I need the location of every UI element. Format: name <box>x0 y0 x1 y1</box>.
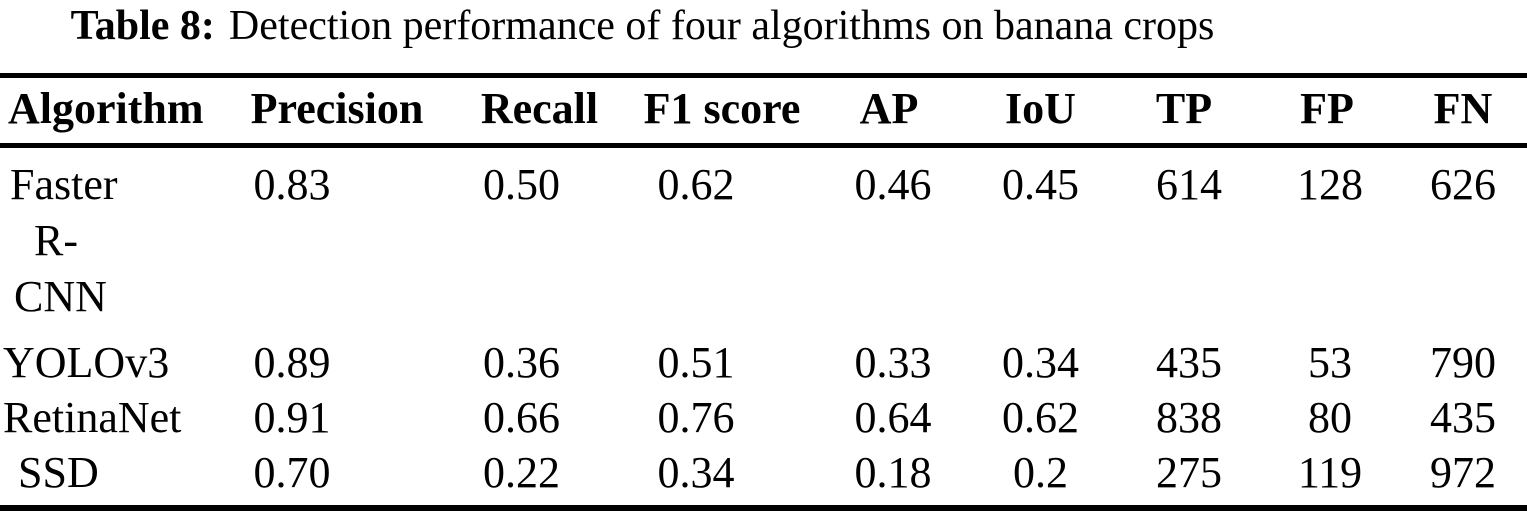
algorithm-name: SSD <box>18 448 99 497</box>
table-rule-header <box>0 143 1527 148</box>
cell-value: 0.45 <box>1002 160 1079 209</box>
column-header-iou: IoU <box>1005 84 1076 133</box>
cell-value: 0.62 <box>657 160 735 209</box>
cell-value: 0.50 <box>483 160 560 209</box>
cell-value: 0.89 <box>253 338 331 387</box>
cell-value: 0.83 <box>253 160 331 209</box>
algorithm-line: Faster <box>10 160 118 209</box>
cell-value: 119 <box>1297 448 1363 497</box>
cell-algorithm: YOLOv3 <box>0 335 229 390</box>
table-row: Faster R- CNN 0.83 0.50 0.62 0.46 0.45 6… <box>0 148 1527 335</box>
table-row: YOLOv3 0.89 0.36 0.51 0.33 0.34 435 53 7… <box>0 335 1527 390</box>
cell-value: 53 <box>1308 338 1352 387</box>
cell-value: 0.64 <box>854 393 932 442</box>
column-header-f1-score: F1 score <box>643 84 801 133</box>
cell-value: 0.51 <box>657 338 735 387</box>
algorithm-line: CNN <box>14 272 107 321</box>
algorithm-name: YOLOv3 <box>3 338 170 387</box>
cell-algorithm: SSD <box>0 445 229 505</box>
table-caption: Table 8: Detection performance of four al… <box>0 0 1285 52</box>
cell-value: 435 <box>1156 338 1222 387</box>
table-row: SSD 0.70 0.22 0.34 0.18 0.2 275 119 972 <box>0 445 1527 505</box>
table-rule-bottom <box>0 505 1527 511</box>
cell-value: 0.33 <box>854 338 932 387</box>
column-header-fp: FP <box>1300 84 1354 133</box>
cell-value: 0.76 <box>657 393 735 442</box>
cell-value: 0.34 <box>1002 338 1079 387</box>
cell-value: 0.62 <box>1002 393 1079 442</box>
table-caption-text: Detection performance of four algorithms… <box>228 3 1215 49</box>
table-caption-label: Table 8: <box>70 3 215 49</box>
cell-value: 972 <box>1430 448 1496 497</box>
cell-value: 626 <box>1430 160 1496 209</box>
table-rule-top <box>0 73 1527 78</box>
cell-value: 128 <box>1297 160 1363 209</box>
cell-algorithm: RetinaNet <box>0 390 229 445</box>
cell-value: 0.91 <box>253 393 331 442</box>
algorithm-line: R- <box>34 216 78 265</box>
cell-value: 838 <box>1156 393 1222 442</box>
cell-algorithm: Faster R- CNN <box>0 157 229 335</box>
column-header-recall: Recall <box>480 84 599 133</box>
column-header-fn: FN <box>1433 84 1493 133</box>
cell-value: 614 <box>1156 160 1222 209</box>
cell-value: 790 <box>1430 338 1496 387</box>
cell-value: 0.22 <box>483 448 560 497</box>
cell-value: 275 <box>1156 448 1222 497</box>
cell-value: 0.46 <box>854 160 932 209</box>
cell-value: 435 <box>1430 393 1496 442</box>
cell-value: 0.66 <box>483 393 560 442</box>
cell-value: 0.36 <box>483 338 560 387</box>
cell-value: 0.2 <box>1013 448 1068 497</box>
algorithm-name: RetinaNet <box>3 393 182 442</box>
column-header-ap: AP <box>859 84 919 133</box>
column-header-algorithm: Algorithm <box>8 84 204 133</box>
cell-value: 0.18 <box>854 448 932 497</box>
column-header-tp: TP <box>1155 84 1213 133</box>
table-row: RetinaNet 0.91 0.66 0.76 0.64 0.62 838 8… <box>0 390 1527 445</box>
cell-value: 80 <box>1308 393 1352 442</box>
cell-value: 0.70 <box>253 448 331 497</box>
table-header-row: Algorithm Precision Recall F1 score AP I… <box>0 78 1527 143</box>
cell-value: 0.34 <box>657 448 735 497</box>
column-header-precision: Precision <box>250 84 424 133</box>
